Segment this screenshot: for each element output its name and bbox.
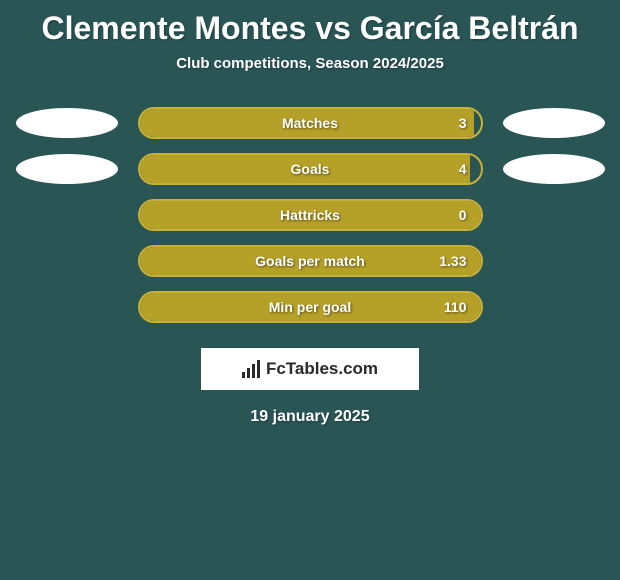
stat-row: Min per goal 110 xyxy=(0,291,620,323)
logo-text: FcTables.com xyxy=(266,359,378,379)
bar-value: 1.33 xyxy=(439,253,466,269)
bar-value: 110 xyxy=(444,299,467,315)
stat-row: Goals per match 1.33 xyxy=(0,245,620,277)
left-spacer xyxy=(16,292,118,322)
bar-label: Goals xyxy=(291,161,330,177)
date-label: 19 january 2025 xyxy=(0,408,620,426)
stat-bar: Min per goal 110 xyxy=(138,291,483,323)
bar-label: Matches xyxy=(282,115,338,131)
left-ellipse xyxy=(16,154,118,184)
bar-value: 3 xyxy=(459,115,467,131)
right-spacer xyxy=(503,200,605,230)
left-spacer xyxy=(16,246,118,276)
stat-row: Hattricks 0 xyxy=(0,199,620,231)
bar-label: Min per goal xyxy=(269,299,351,315)
chart-icon xyxy=(242,360,260,378)
bar-value: 0 xyxy=(459,207,467,223)
right-ellipse xyxy=(503,154,605,184)
logo[interactable]: FcTables.com xyxy=(201,348,419,390)
bar-value: 4 xyxy=(459,161,467,177)
stat-row: Goals 4 xyxy=(0,153,620,185)
stat-bar: Matches 3 xyxy=(138,107,483,139)
stat-row: Matches 3 xyxy=(0,107,620,139)
left-spacer xyxy=(16,200,118,230)
page-title: Clemente Montes vs García Beltrán xyxy=(0,10,620,47)
right-spacer xyxy=(503,246,605,276)
right-ellipse xyxy=(503,108,605,138)
stats-section: Matches 3 Goals 4 Hattricks 0 xyxy=(0,107,620,323)
right-spacer xyxy=(503,292,605,322)
left-ellipse xyxy=(16,108,118,138)
stat-bar: Goals per match 1.33 xyxy=(138,245,483,277)
stat-bar: Goals 4 xyxy=(138,153,483,185)
bar-label: Hattricks xyxy=(280,207,340,223)
subtitle: Club competitions, Season 2024/2025 xyxy=(0,55,620,72)
bar-label: Goals per match xyxy=(255,253,365,269)
stat-bar: Hattricks 0 xyxy=(138,199,483,231)
